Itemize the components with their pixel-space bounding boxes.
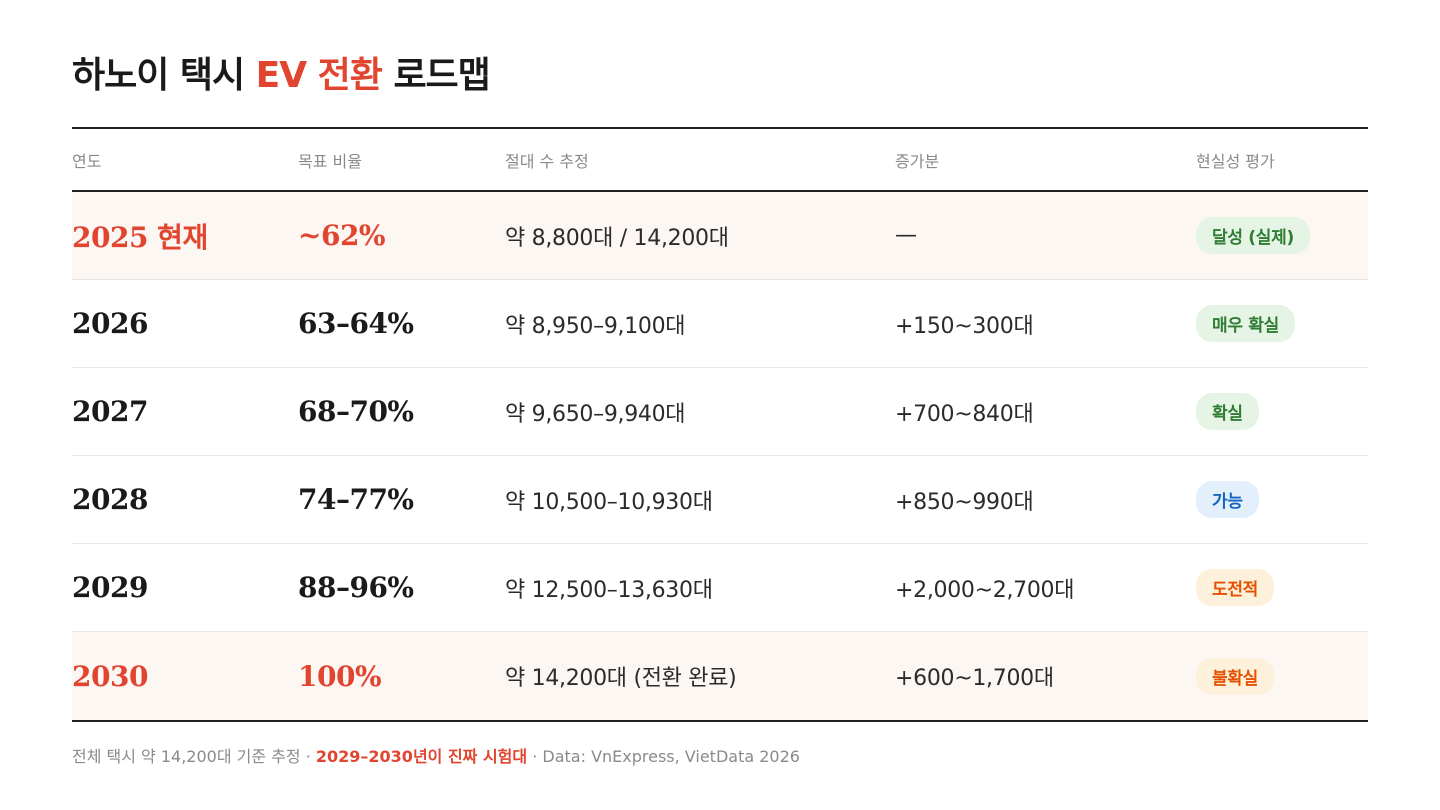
- roadmap-table: 연도 목표 비율 절대 수 추정 증가분 현실성 평가 2025 현재 ~62% 약…: [72, 127, 1368, 722]
- year-cell: 2030: [72, 659, 148, 693]
- table-row: 2025 현재 ~62% 약 8,800대 / 14,200대 — 달성 (실제): [72, 192, 1368, 280]
- table-header: 연도 목표 비율 절대 수 추정 증가분 현실성 평가: [72, 129, 1368, 192]
- increase-cell: —: [895, 223, 917, 248]
- table-row: 2028 74–77% 약 10,500–10,930대 +850~990대 가능: [72, 456, 1368, 544]
- table-body: 2025 현재 ~62% 약 8,800대 / 14,200대 — 달성 (실제) 202…: [72, 192, 1368, 720]
- increase-cell: +150~300대: [895, 313, 1034, 339]
- increase-cell: +700~840대: [895, 401, 1034, 427]
- target-ratio-cell: 100%: [298, 659, 382, 693]
- year-cell: 2028: [72, 483, 148, 516]
- feasibility-cell: 불확실: [1196, 657, 1368, 695]
- table-row: 2030 100% 약 14,200대 (전환 완료) +600~1,700대 불확실: [72, 632, 1368, 720]
- feasibility-cell: 확실: [1196, 393, 1368, 430]
- absolute-count-cell: 약 9,650–9,940대: [505, 401, 686, 427]
- header-increase: 증가분: [895, 151, 940, 171]
- absolute-count-cell: 약 14,200대 (전환 완료): [505, 666, 737, 691]
- title-text: 하노이 택시: [72, 55, 256, 96]
- increase-cell: +2,000~2,700대: [895, 577, 1075, 603]
- table-row: 2026 63–64% 약 8,950–9,100대 +150~300대 매우 확실: [72, 280, 1368, 368]
- header-target-ratio: 목표 비율: [298, 151, 362, 171]
- status-badge: 확실: [1196, 393, 1259, 430]
- increase-cell: +600~1,700대: [895, 666, 1054, 691]
- target-ratio-cell: ~62%: [298, 219, 386, 252]
- footer-note: 전체 택시 약 14,200대 기준 추정 · 2029–2030년이 진짜 시…: [72, 743, 800, 767]
- footer-emphasis: 2029–2030년이 진짜 시험대: [315, 747, 528, 766]
- year-cell: 2025 현재: [72, 220, 208, 254]
- table-row: 2029 88–96% 약 12,500–13,630대 +2,000~2,700대 도…: [72, 544, 1368, 632]
- year-cell: 2027: [72, 395, 148, 428]
- feasibility-cell: 매우 확실: [1196, 305, 1368, 342]
- feasibility-cell: 가능: [1196, 481, 1368, 518]
- increase-cell: +850~990대: [895, 489, 1034, 515]
- status-badge: 도전적: [1196, 569, 1275, 606]
- header-absolute-count: 절대 수 추정: [505, 151, 589, 171]
- feasibility-cell: 달성 (실제): [1196, 217, 1368, 254]
- year-cell: 2029: [72, 571, 148, 604]
- page-title: 하노이 택시 EV 전환 로드맵: [72, 46, 491, 98]
- status-badge: 불확실: [1196, 657, 1275, 695]
- target-ratio-cell: 74–77%: [298, 483, 414, 516]
- header-feasibility: 현실성 평가: [1196, 151, 1275, 171]
- title-suffix: 로드맵: [381, 55, 490, 96]
- footer-source: · Data: VnExpress, VietData 2026: [527, 747, 800, 766]
- year-cell: 2026: [72, 307, 148, 340]
- absolute-count-cell: 약 10,500–10,930대: [505, 489, 713, 515]
- footer-text: 전체 택시 약 14,200대 기준 추정 ·: [72, 747, 316, 766]
- target-ratio-cell: 63–64%: [298, 307, 414, 340]
- status-badge: 매우 확실: [1196, 305, 1295, 342]
- title-accent: EV 전환: [255, 55, 383, 96]
- header-year: 연도: [72, 151, 102, 171]
- status-badge: 가능: [1196, 481, 1259, 518]
- target-ratio-cell: 68–70%: [298, 395, 414, 428]
- absolute-count-cell: 약 12,500–13,630대: [505, 577, 713, 603]
- absolute-count-cell: 약 8,950–9,100대: [505, 313, 686, 339]
- feasibility-cell: 도전적: [1196, 569, 1368, 606]
- table-row: 2027 68–70% 약 9,650–9,940대 +700~840대 확실: [72, 368, 1368, 456]
- absolute-count-cell: 약 8,800대 / 14,200대: [505, 225, 729, 251]
- target-ratio-cell: 88–96%: [298, 571, 414, 604]
- status-badge: 달성 (실제): [1196, 217, 1310, 254]
